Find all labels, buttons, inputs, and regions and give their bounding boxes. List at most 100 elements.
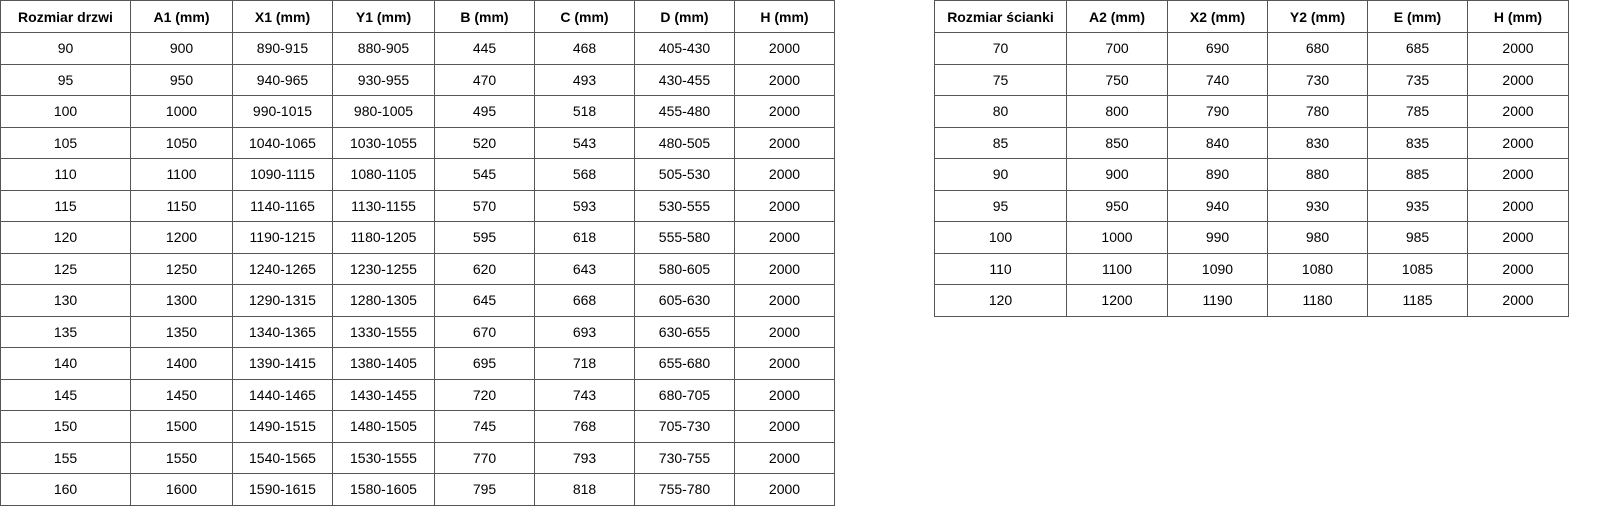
table-cell: 693 bbox=[534, 315, 635, 348]
column-header: B (mm) bbox=[434, 0, 535, 33]
table-cell: 1600 bbox=[130, 473, 233, 506]
table-cell: 980 bbox=[1267, 221, 1368, 254]
table-cell: 120 bbox=[0, 221, 131, 254]
table-cell: 670 bbox=[434, 315, 535, 348]
table-cell: 1240-1265 bbox=[232, 252, 333, 285]
table-cell: 743 bbox=[534, 378, 635, 411]
table-row: 130 1300 1290-1315 1280-1305 645 668 605-630 20… bbox=[0, 284, 835, 317]
table-cell: 1040-1065 bbox=[232, 126, 333, 159]
table-cell: 780 bbox=[1267, 95, 1368, 128]
table-cell: 405-430 bbox=[634, 32, 735, 65]
table-cell: 70 bbox=[934, 32, 1067, 65]
table-cell: 110 bbox=[0, 158, 131, 191]
table-cell: 830 bbox=[1267, 126, 1368, 159]
table-cell: 2000 bbox=[734, 158, 835, 191]
table-cell: 1480-1505 bbox=[332, 410, 435, 443]
table-cell: 930-955 bbox=[332, 63, 435, 96]
table-cell: 630-655 bbox=[634, 315, 735, 348]
table-cell: 2000 bbox=[734, 441, 835, 474]
table-cell: 470 bbox=[434, 63, 535, 96]
table-row: 100 1000 990 980 985 2000 bbox=[934, 221, 1569, 254]
table-cell: 468 bbox=[534, 32, 635, 65]
table-cell: 2000 bbox=[734, 410, 835, 443]
table-cell: 890-915 bbox=[232, 32, 333, 65]
table-cell: 735 bbox=[1367, 63, 1468, 96]
table-cell: 2000 bbox=[734, 32, 835, 65]
table-cell: 950 bbox=[1066, 189, 1168, 222]
table-cell: 1250 bbox=[130, 252, 233, 285]
table-cell: 1340-1365 bbox=[232, 315, 333, 348]
table-cell: 2000 bbox=[1467, 284, 1569, 317]
table-cell: 940-965 bbox=[232, 63, 333, 96]
table-cell: 1190-1215 bbox=[232, 221, 333, 254]
table-cell: 1000 bbox=[1066, 221, 1168, 254]
table-row: 115 1150 1140-1165 1130-1155 570 593 530-555 20… bbox=[0, 189, 835, 222]
table-cell: 2000 bbox=[1467, 252, 1569, 285]
table-cell: 110 bbox=[934, 252, 1067, 285]
column-header: A1 (mm) bbox=[130, 0, 233, 33]
table-cell: 890 bbox=[1167, 158, 1268, 191]
table-cell: 2000 bbox=[734, 378, 835, 411]
table-cell: 1400 bbox=[130, 347, 233, 380]
table-cell: 2000 bbox=[734, 189, 835, 222]
table-cell: 2000 bbox=[1467, 32, 1569, 65]
table-cell: 720 bbox=[434, 378, 535, 411]
table-row: 110 1100 1090 1080 1085 2000 bbox=[934, 252, 1569, 285]
table-cell: 1490-1515 bbox=[232, 410, 333, 443]
table-cell: 835 bbox=[1367, 126, 1468, 159]
table-cell: 800 bbox=[1066, 95, 1168, 128]
table-cell: 980-1005 bbox=[332, 95, 435, 128]
table-cell: 680-705 bbox=[634, 378, 735, 411]
table-cell: 445 bbox=[434, 32, 535, 65]
table-cell: 695 bbox=[434, 347, 535, 380]
table-cell: 155 bbox=[0, 441, 131, 474]
table-cell: 95 bbox=[934, 189, 1067, 222]
table-cell: 130 bbox=[0, 284, 131, 317]
table-cell: 2000 bbox=[734, 315, 835, 348]
table-cell: 480-505 bbox=[634, 126, 735, 159]
table-cell: 985 bbox=[1367, 221, 1468, 254]
table-row: 140 1400 1390-1415 1380-1405 695 718 655-680 20… bbox=[0, 347, 835, 380]
header-row: Rozmiar ścianki A2 (mm) X2 (mm) Y2 (mm) E (m… bbox=[934, 0, 1569, 33]
table-row: 125 1250 1240-1265 1230-1255 620 643 580-605 20… bbox=[0, 252, 835, 285]
table-cell: 1500 bbox=[130, 410, 233, 443]
table-cell: 900 bbox=[1066, 158, 1168, 191]
column-header: Y1 (mm) bbox=[332, 0, 435, 33]
table-cell: 570 bbox=[434, 189, 535, 222]
table-cell: 770 bbox=[434, 441, 535, 474]
table-cell: 95 bbox=[0, 63, 131, 96]
table-cell: 160 bbox=[0, 473, 131, 506]
table-cell: 493 bbox=[534, 63, 635, 96]
table-cell: 520 bbox=[434, 126, 535, 159]
table-cell: 1100 bbox=[1066, 252, 1168, 285]
table-cell: 1230-1255 bbox=[332, 252, 435, 285]
table-row: 120 1200 1190 1180 1185 2000 bbox=[934, 284, 1569, 317]
table-cell: 705-730 bbox=[634, 410, 735, 443]
table-row: 95 950 940-965 930-955 470 493 430-455 2000 bbox=[0, 63, 835, 96]
column-header: C (mm) bbox=[534, 0, 635, 33]
table-row: 85 850 840 830 835 2000 bbox=[934, 126, 1569, 159]
table-cell: 1540-1565 bbox=[232, 441, 333, 474]
table-cell: 545 bbox=[434, 158, 535, 191]
table-cell: 1090-1115 bbox=[232, 158, 333, 191]
table-cell: 518 bbox=[534, 95, 635, 128]
table-cell: 730-755 bbox=[634, 441, 735, 474]
table-cell: 2000 bbox=[734, 473, 835, 506]
table-cell: 768 bbox=[534, 410, 635, 443]
table-cell: 1130-1155 bbox=[332, 189, 435, 222]
table-cell: 1090 bbox=[1167, 252, 1268, 285]
table-cell: 75 bbox=[934, 63, 1067, 96]
table-cell: 900 bbox=[130, 32, 233, 65]
door-size-table: Rozmiar drzwi A1 (mm) X1 (mm) Y1 (mm) B (mm)… bbox=[0, 0, 835, 506]
table-cell: 1140-1165 bbox=[232, 189, 333, 222]
table-cell: 795 bbox=[434, 473, 535, 506]
table-cell: 1050 bbox=[130, 126, 233, 159]
table-row: 160 1600 1590-1615 1580-1605 795 818 755-780 20… bbox=[0, 473, 835, 506]
table-cell: 140 bbox=[0, 347, 131, 380]
table-row: 90 900 890-915 880-905 445 468 405-430 2000 bbox=[0, 32, 835, 65]
table-cell: 80 bbox=[934, 95, 1067, 128]
table-cell: 2000 bbox=[1467, 126, 1569, 159]
table-cell: 2000 bbox=[1467, 95, 1569, 128]
table-row: 90 900 890 880 885 2000 bbox=[934, 158, 1569, 191]
table-cell: 2000 bbox=[1467, 189, 1569, 222]
